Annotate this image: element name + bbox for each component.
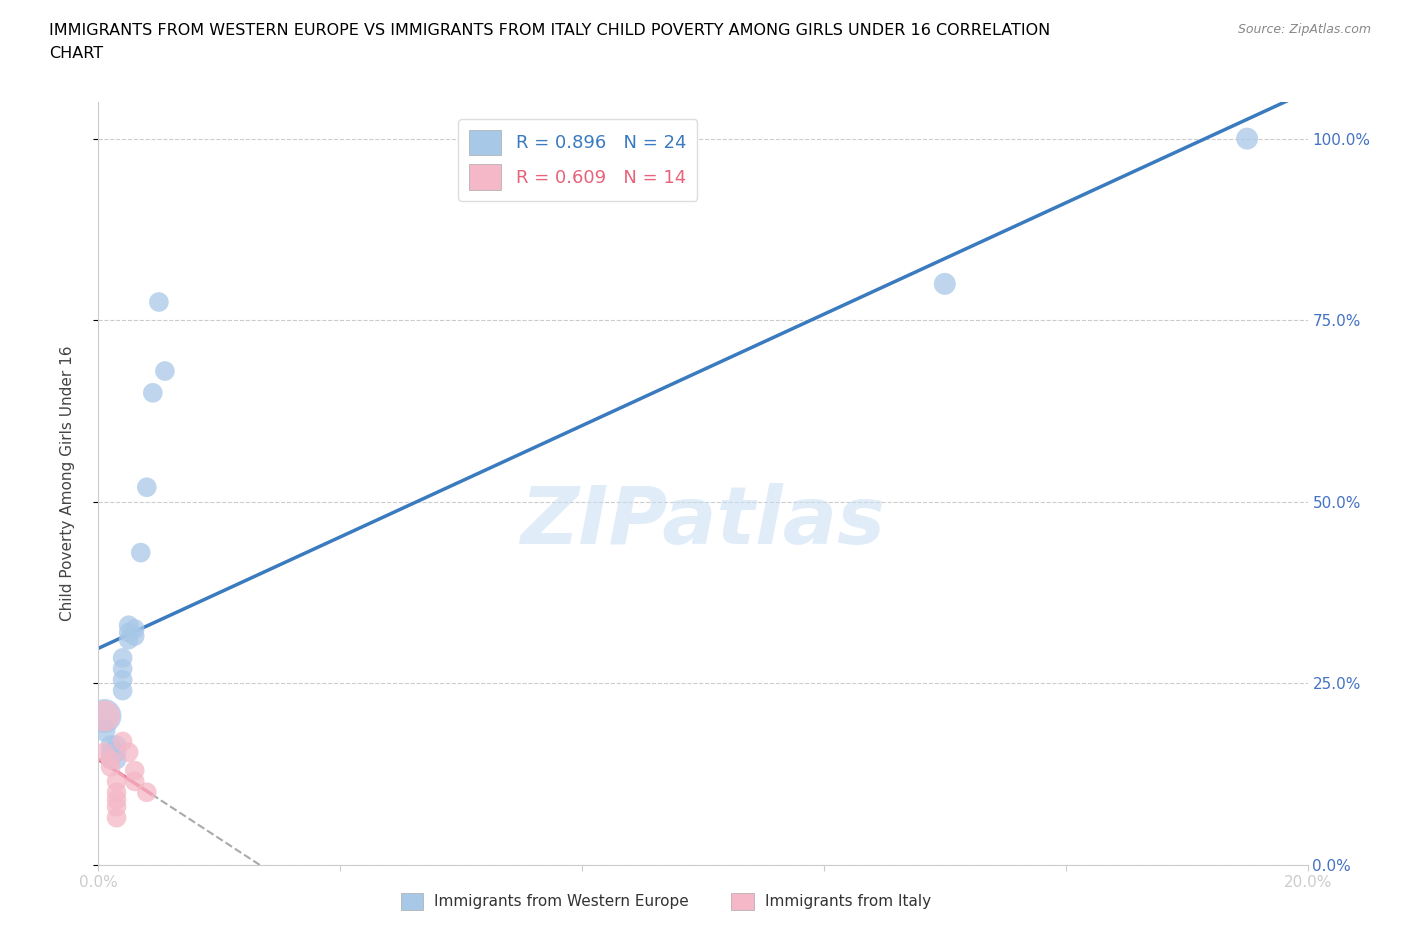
Point (118, 745, 141, 760)
Point (135, 480, 157, 495)
Point (105, 774, 128, 789)
Point (124, 621, 146, 636)
Point (124, 629, 146, 644)
Text: Immigrants from Western Europe: Immigrants from Western Europe (434, 894, 689, 909)
Point (111, 650, 134, 665)
Point (111, 734, 134, 749)
Point (111, 684, 134, 698)
Point (100, 745, 122, 760)
Point (105, 785, 128, 800)
Point (105, 745, 128, 760)
Point (934, 276, 956, 291)
Point (1236, 131, 1258, 146)
Point (129, 545, 152, 560)
Text: IMMIGRANTS FROM WESTERN EUROPE VS IMMIGRANTS FROM ITALY CHILD POVERTY AMONG GIRL: IMMIGRANTS FROM WESTERN EUROPE VS IMMIGR… (49, 23, 1050, 38)
Point (142, 385, 165, 400)
Text: Source: ZipAtlas.com: Source: ZipAtlas.com (1237, 23, 1371, 36)
Point (100, 737, 122, 752)
Point (118, 618, 141, 632)
Point (111, 672, 134, 687)
Point (105, 737, 128, 752)
Point (118, 632, 141, 647)
Point (93, 709, 115, 724)
Point (100, 760, 122, 775)
Point (93, 724, 115, 738)
Point (105, 752, 128, 767)
Point (93, 745, 115, 760)
Y-axis label: Child Poverty Among Girls Under 16: Child Poverty Among Girls Under 16 (60, 346, 75, 621)
Point (124, 763, 146, 777)
Point (118, 625, 141, 640)
Point (105, 792, 128, 807)
Point (93, 709, 115, 724)
Point (148, 295, 170, 310)
Point (111, 661, 134, 676)
Point (135, 785, 157, 800)
Point (153, 364, 176, 379)
Point (105, 810, 128, 825)
Text: CHART: CHART (49, 46, 103, 61)
Text: Immigrants from Italy: Immigrants from Italy (765, 894, 931, 909)
Point (100, 752, 122, 767)
Point (100, 752, 122, 767)
Legend: R = 0.896   N = 24, R = 0.609   N = 14: R = 0.896 N = 24, R = 0.609 N = 14 (458, 119, 697, 201)
Point (105, 800, 128, 815)
Text: ZIPatlas: ZIPatlas (520, 483, 886, 561)
Point (124, 774, 146, 789)
